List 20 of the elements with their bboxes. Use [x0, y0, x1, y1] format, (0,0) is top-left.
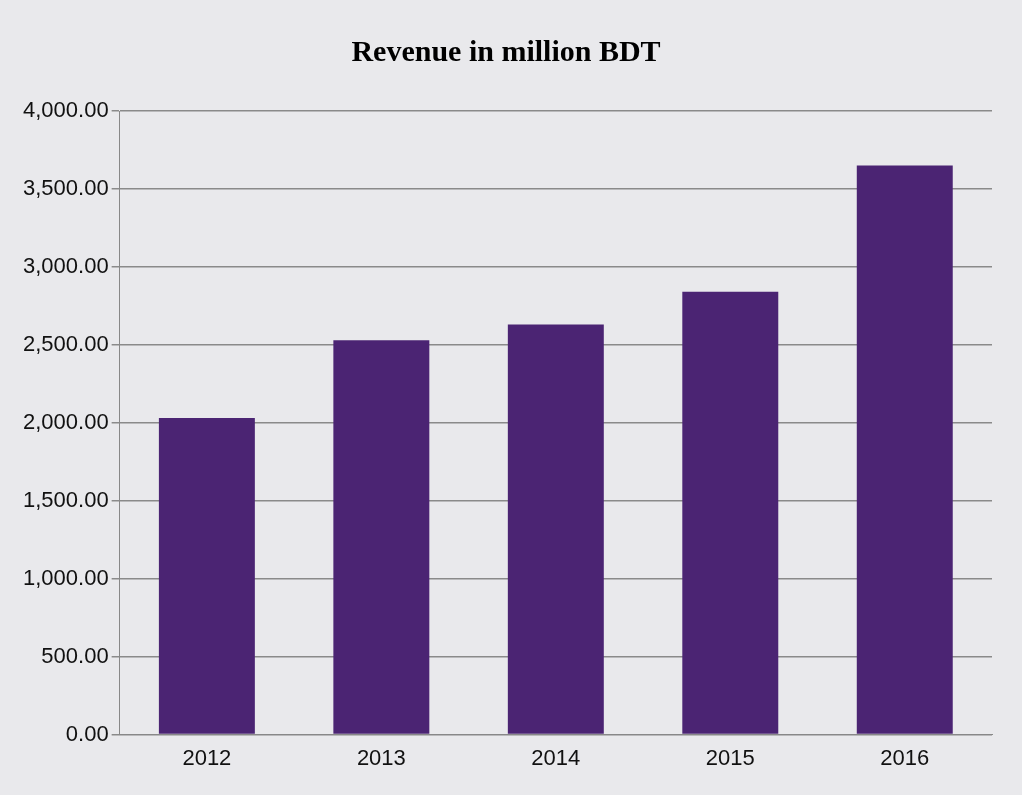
y-tick-label: 4,000.00	[23, 97, 109, 123]
bar	[158, 418, 255, 734]
y-tick-label: 500.00	[41, 642, 109, 668]
y-tick-label: 3,000.00	[23, 252, 109, 278]
y-tick-label: 0.00	[65, 720, 109, 746]
bar	[856, 165, 953, 734]
bar	[682, 291, 779, 734]
x-tick-label: 2016	[880, 744, 930, 770]
chart-title: Revenue in million BDT	[351, 33, 661, 67]
x-tick-label: 2013	[356, 744, 406, 770]
y-tick-label: 3,500.00	[23, 175, 109, 201]
x-tick-label: 2014	[531, 744, 581, 770]
y-tick-label: 2,000.00	[23, 408, 109, 434]
y-tick-label: 1,500.00	[23, 486, 109, 512]
x-tick-label: 2012	[182, 744, 232, 770]
y-tick-label: 1,000.00	[23, 564, 109, 590]
bar	[333, 340, 430, 734]
bar	[507, 324, 604, 734]
y-tick-label: 2,500.00	[23, 330, 109, 356]
x-tick-label: 2015	[705, 744, 755, 770]
